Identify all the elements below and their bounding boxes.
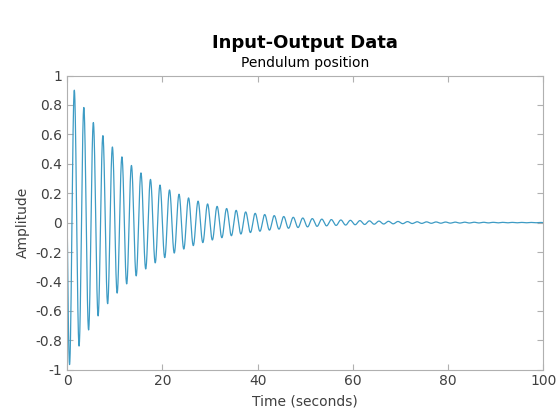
Pendulum bbox=[83, 273, 90, 278]
Text: Pendulum position: Pendulum position bbox=[241, 56, 370, 70]
X-axis label: Time (seconds): Time (seconds) bbox=[253, 394, 358, 408]
Pendulum bbox=[71, 88, 78, 93]
Pendulum bbox=[540, 220, 547, 225]
Pendulum bbox=[66, 361, 73, 366]
Pendulum bbox=[157, 186, 164, 191]
Line: Pendulum: Pendulum bbox=[67, 90, 543, 365]
Pendulum bbox=[66, 362, 73, 367]
Y-axis label: Amplitude: Amplitude bbox=[16, 187, 30, 258]
Pendulum bbox=[64, 220, 71, 225]
Pendulum bbox=[515, 220, 521, 225]
Text: Input-Output Data: Input-Output Data bbox=[212, 34, 398, 52]
Pendulum bbox=[92, 220, 99, 225]
Pendulum bbox=[297, 221, 304, 226]
